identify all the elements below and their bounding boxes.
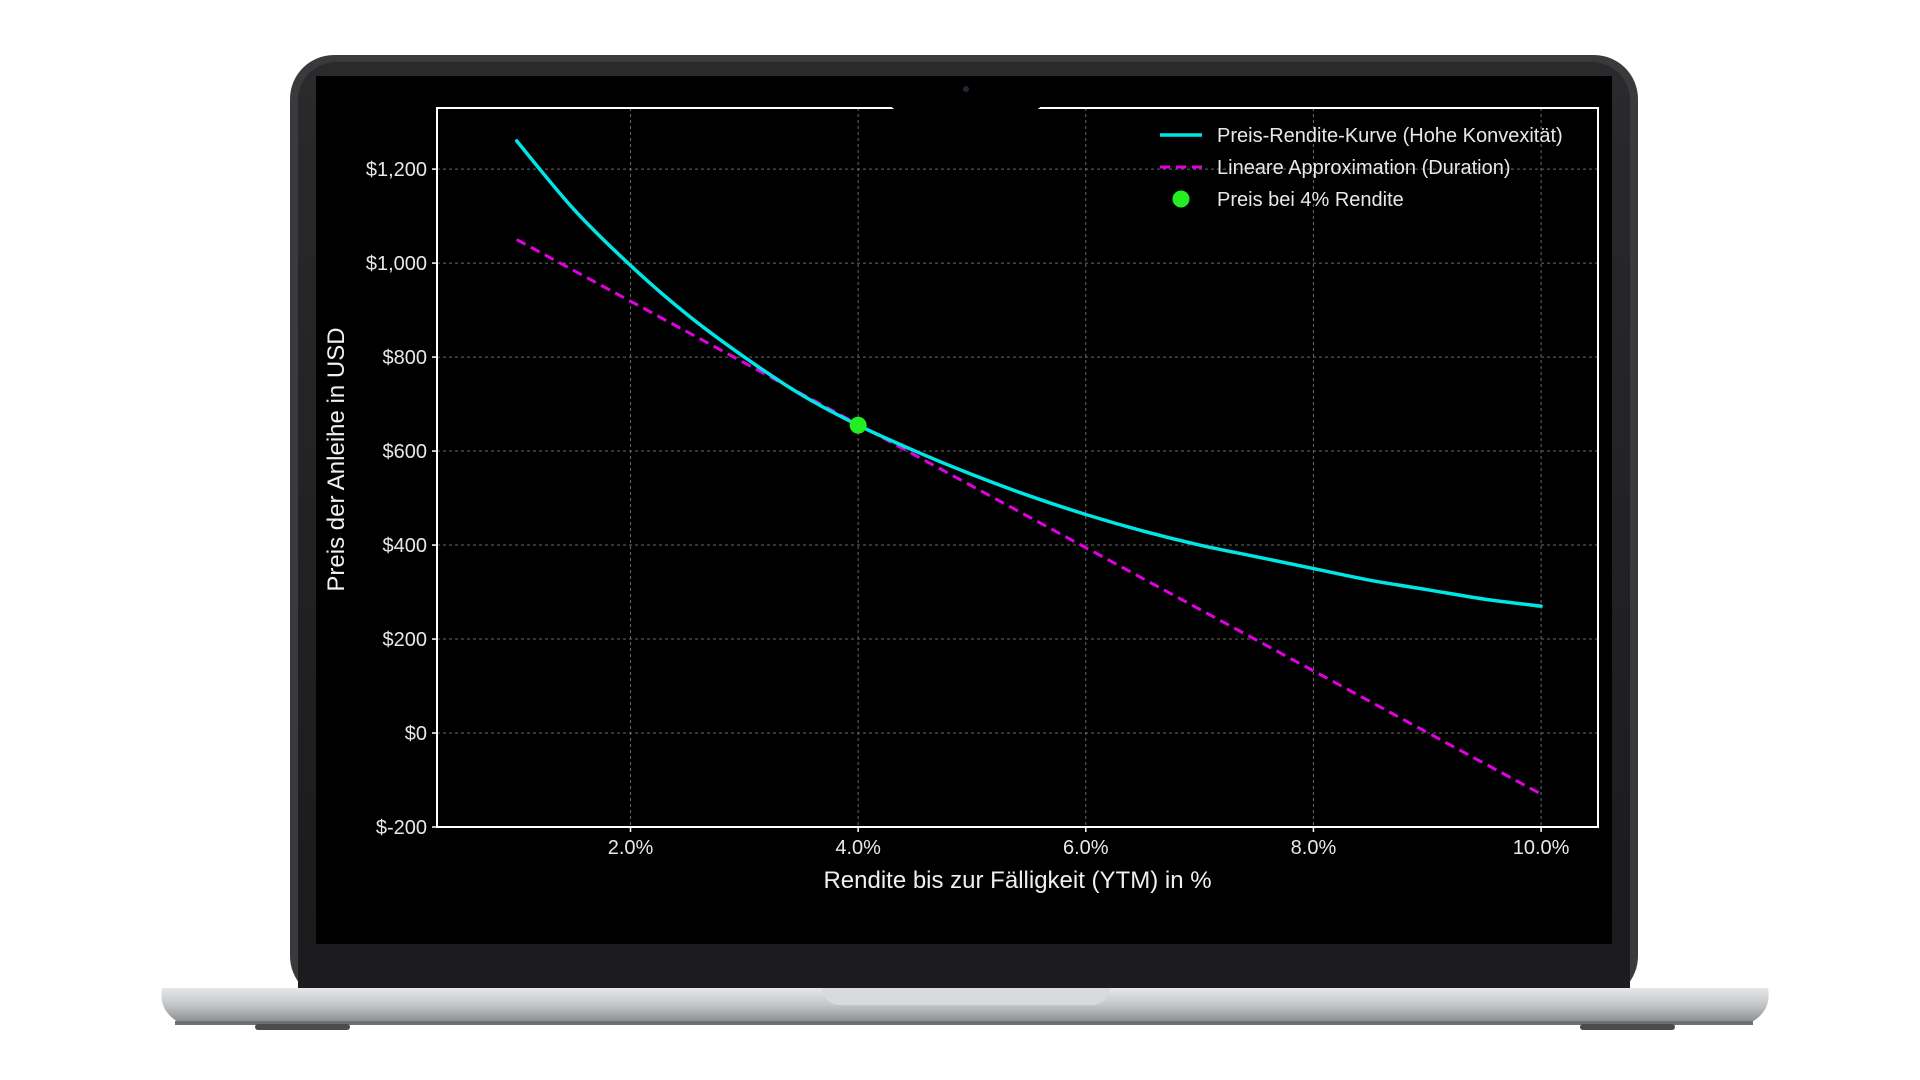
x-tick-label: 8.0% [1291,837,1337,859]
y-tick-label: $400 [383,535,428,557]
legend-label: Lineare Approximation (Duration) [1217,157,1511,179]
legend-label: Preis-Rendite-Kurve (Hohe Konvexität) [1217,125,1563,147]
y-tick-label: $600 [383,441,428,463]
series-line-linear-approximation [515,238,1542,796]
y-tick-label: $0 [405,723,427,745]
data-point-price-at-4-percent [849,416,867,434]
x-tick-label: 6.0% [1063,837,1109,859]
price-yield-chart: 2.0% 4.0% 6.0% 8.0% 10.0% $-200 $0 $200 $400 $60… [323,107,1599,894]
y-tick-label: $800 [383,347,428,369]
laptop-base-shadow [175,1021,1753,1025]
plot-area [437,108,1598,827]
legend-label: Preis bei 4% Rendite [1217,189,1404,211]
y-tick-label: $1,200 [366,159,427,181]
laptop-bottom-bezel [298,944,1630,990]
chart-legend: Preis-Rendite-Kurve (Hohe Konvexität) Lin… [1160,125,1563,211]
y-tick-label: $200 [383,629,428,651]
legend-swatch-point [1172,190,1190,208]
laptop-foot-right [1580,1024,1675,1030]
x-axis-title: Rendite bis zur Fälligkeit (YTM) in % [823,867,1211,894]
x-axis-ticks: 2.0% 4.0% 6.0% 8.0% 10.0% [608,827,1570,859]
y-tick-label: $-200 [376,817,427,839]
y-axis-ticks: $-200 $0 $200 $400 $600 $800 $1,000 $1,200 [366,159,437,839]
chart-series [514,139,1543,796]
y-tick-label: $1,000 [366,253,427,275]
camera-icon [963,86,969,92]
y-axis-title: Preis der Anleihe in USD [323,327,350,591]
series-line-price-yield-curve [514,139,1543,608]
x-tick-label: 2.0% [608,837,654,859]
x-tick-label: 4.0% [835,837,881,859]
laptop-opening-notch [822,988,1110,1005]
camera-notch [890,76,1042,110]
laptop-foot-left [255,1024,350,1030]
x-tick-label: 10.0% [1513,837,1570,859]
